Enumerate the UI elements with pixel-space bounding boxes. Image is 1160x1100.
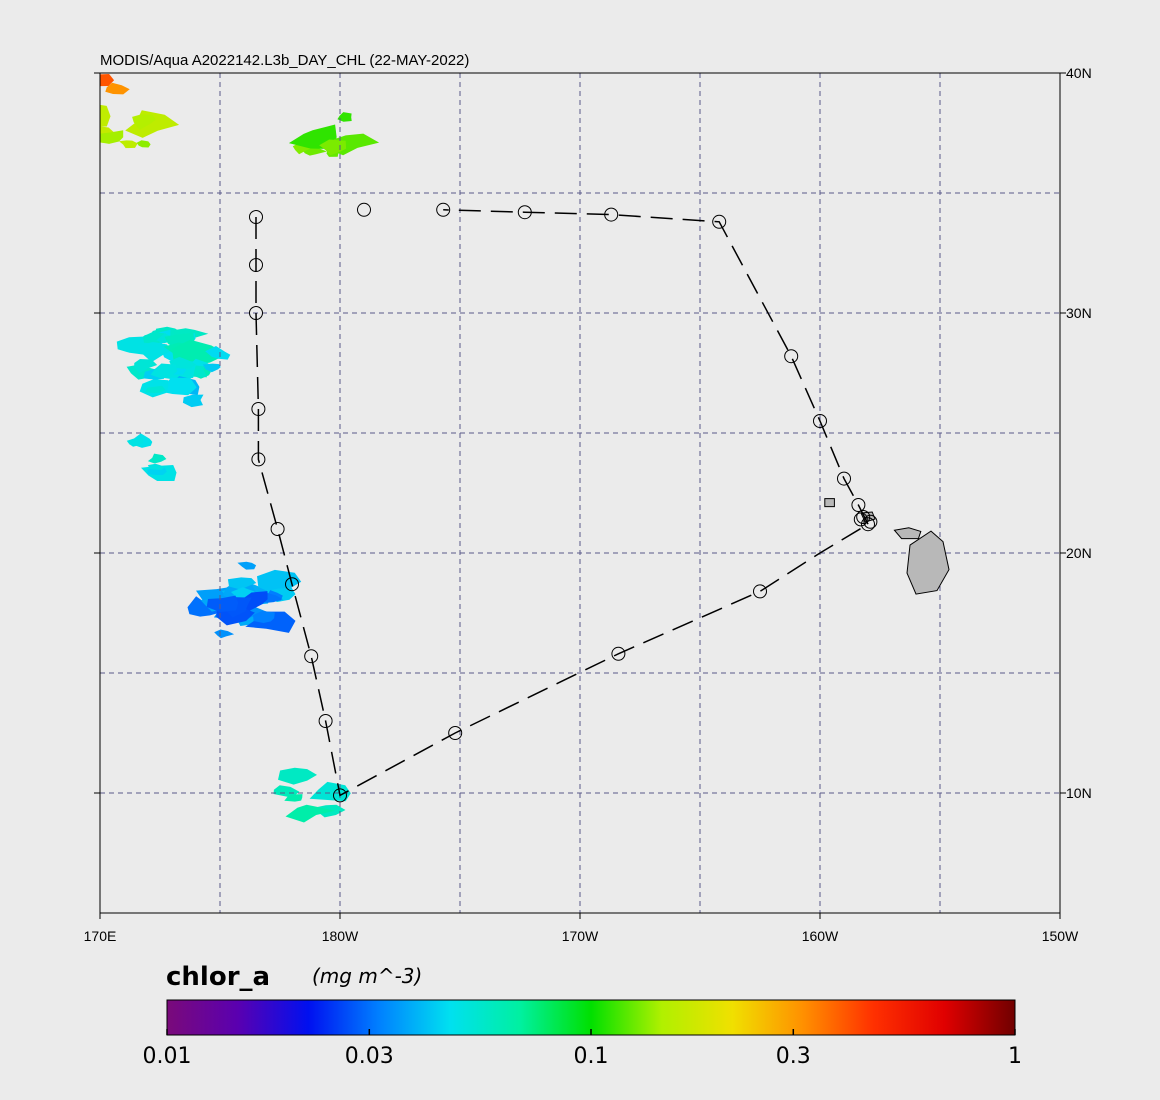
station-marker — [863, 514, 878, 529]
longitude-tick-label: 180W — [322, 928, 359, 944]
colorbar-ticks: 0.01 0.03 0.1 0.3 1 — [143, 1029, 1022, 1069]
station-marker — [853, 512, 868, 527]
station-marker — [285, 577, 299, 592]
chlorophyll-pixel-patch — [150, 363, 178, 379]
hawaiian-islands — [824, 498, 950, 595]
chlorophyll-pixel-patch — [273, 785, 300, 798]
station-marker — [249, 258, 263, 272]
latitude-tick-label: 30N — [1066, 305, 1092, 321]
cruise-track — [255, 209, 869, 797]
map-area — [100, 73, 1060, 913]
chlorophyll-pixel-patch — [253, 610, 275, 623]
station-marker — [251, 402, 266, 416]
chlorophyll-pixel-patch — [169, 356, 197, 369]
station-marker — [270, 522, 285, 536]
chlorophyll-pixel-patch — [285, 804, 336, 823]
station-marker — [712, 214, 727, 229]
hawaii-big-island-icon — [906, 530, 950, 595]
station-marker — [813, 414, 827, 428]
station-marker — [357, 202, 371, 217]
chlorophyll-pixel-patch — [159, 377, 197, 396]
chlorophyll-pixel-patch — [284, 794, 303, 802]
longitude-tick-label: 150W — [1042, 928, 1079, 944]
colorbar-tick-label: 0.1 — [574, 1044, 609, 1069]
chlorophyll-pixel-patch — [125, 110, 180, 138]
chlorophyll-pixel-patch — [319, 139, 347, 156]
chlorophyll-pixel-patch — [227, 577, 257, 590]
chlorophyll-pixel-patch — [136, 140, 151, 148]
chlorophyll-pixel-patch — [147, 453, 167, 464]
station-marker — [517, 205, 532, 220]
longitude-tick-label: 170W — [562, 928, 599, 944]
colorbar-tick-label: 0.3 — [776, 1044, 811, 1069]
chlorophyll-pixel-patch — [172, 339, 227, 366]
chlorophyll-pixel-patch — [134, 359, 158, 374]
cruise-track-line — [443, 209, 869, 525]
colorbar-units-label: (mg m^-3) — [312, 964, 422, 988]
chlorophyll-pixel-patch — [206, 595, 239, 612]
longitude-tick-label: 160W — [802, 928, 839, 944]
station-marker — [448, 726, 463, 740]
chlorophyll-pixel-patch — [105, 82, 130, 95]
latitude-tick-label: 20N — [1066, 545, 1092, 561]
station-marker — [318, 714, 333, 728]
chlorophyll-pixel-patch — [100, 74, 115, 87]
station-markers — [249, 202, 878, 803]
chlorophyll-pixel-patch — [205, 346, 231, 360]
chlorophyll-pixel-patch — [126, 437, 144, 447]
longitude-tick-label: 170E — [84, 928, 117, 944]
station-marker — [333, 788, 347, 803]
station-marker — [249, 306, 263, 320]
latitude-tick-label: 10N — [1066, 785, 1092, 801]
station-marker — [753, 584, 767, 599]
chlorophyll-pixel-patch — [100, 104, 111, 127]
graticule — [100, 73, 1060, 913]
latitude-tick-label: 40N — [1066, 65, 1092, 81]
colorbar-tick-label: 1 — [1008, 1044, 1022, 1069]
station-marker — [837, 471, 851, 486]
chlorophyll-pixel-patch — [147, 463, 165, 470]
chlorophyll-pixel-patch — [145, 385, 166, 393]
chlorophyll-pixel-patch — [278, 767, 317, 785]
maui-icon — [893, 527, 922, 540]
colorbar-tick-label: 0.03 — [345, 1044, 394, 1069]
station-marker — [861, 517, 875, 532]
colorbar: chlor_a (mg m^-3) 0.01 0.03 0.1 0.3 1 — [143, 962, 1022, 1069]
chlorophyll-patches — [100, 74, 380, 823]
colorbar-variable-label: chlor_a — [166, 962, 270, 992]
chlorophyll-pixel-patch — [182, 394, 204, 408]
colorbar-tick-label: 0.01 — [143, 1044, 192, 1069]
station-marker — [304, 649, 319, 664]
station-marker — [784, 349, 799, 364]
chlorophyll-pixel-patch — [309, 781, 351, 802]
chlorophyll-pixel-patch — [245, 611, 296, 633]
station-marker — [856, 510, 871, 524]
station-marker — [611, 646, 626, 661]
station-marker — [436, 202, 451, 217]
station-marker — [251, 452, 266, 467]
chlorophyll-pixel-patch — [214, 629, 235, 639]
map-axes: 170E 180W 170W 160W 150W 10N 20N 30N 40N — [84, 65, 1092, 944]
chlorophyll-pixel-patch — [137, 342, 173, 363]
station-marker — [604, 207, 619, 222]
chlorophyll-pixel-patch — [100, 130, 124, 144]
cruise-track-line — [255, 217, 869, 797]
chlorophyll-pixel-patch — [119, 140, 138, 149]
station-marker — [249, 210, 263, 224]
station-marker — [851, 498, 866, 512]
chlorophyll-pixel-patch — [202, 363, 221, 373]
kauai-icon — [824, 498, 835, 508]
chlorophyll-pixel-patch — [132, 114, 156, 130]
figure-title: MODIS/Aqua A2022142.L3b_DAY_CHL (22-MAY-… — [100, 52, 469, 69]
chlorophyll-pixel-patch — [237, 561, 257, 570]
chlorophyll-pixel-patch — [337, 112, 352, 122]
